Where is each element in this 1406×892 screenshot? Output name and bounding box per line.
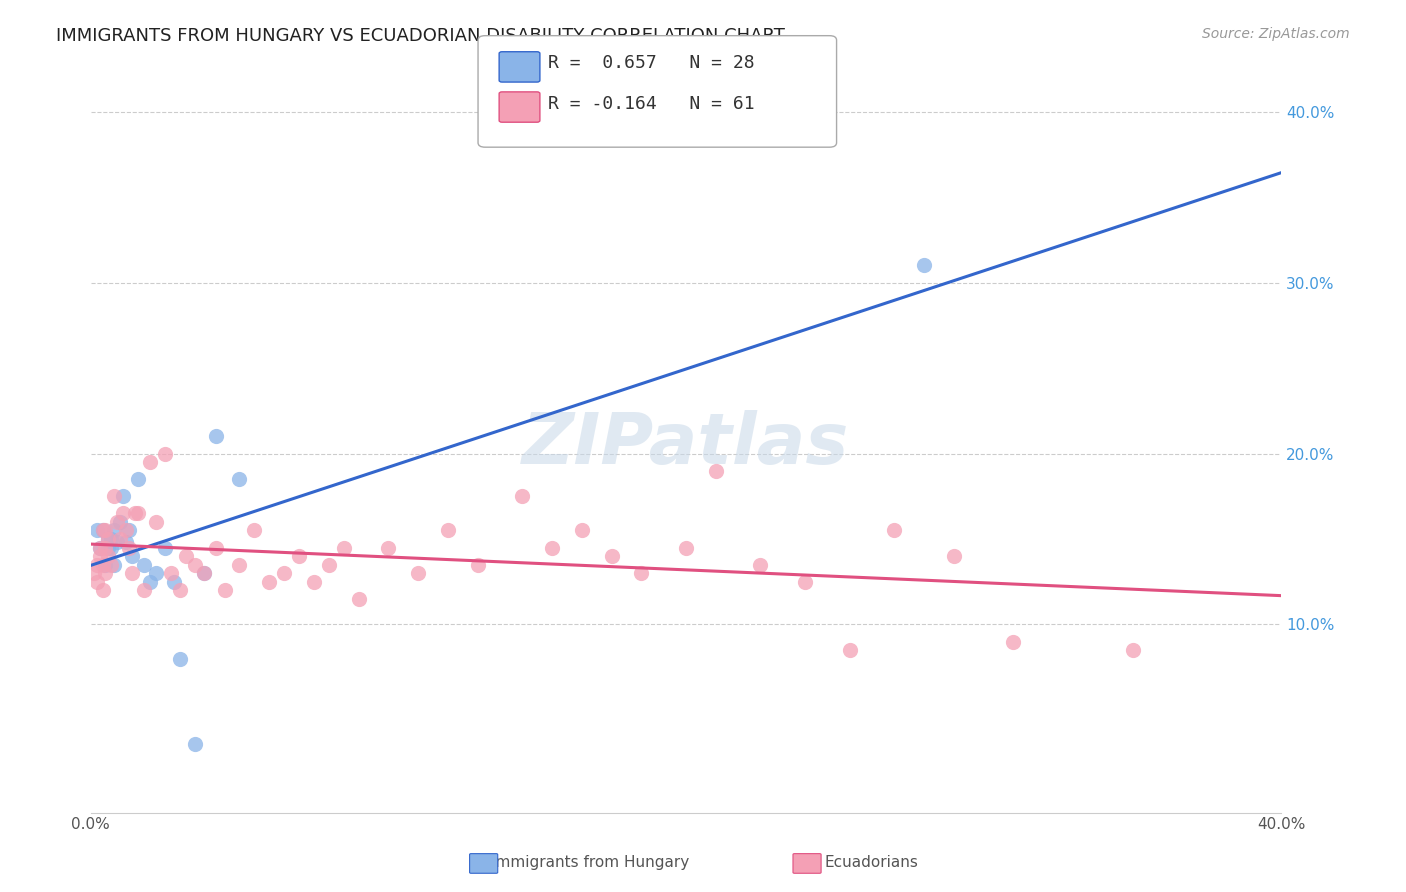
Point (912, 259, 935, 273)
Point (118, 524, 141, 538)
Point (134, 558, 156, 572)
Point (541, 541, 564, 555)
Point (193, 566, 215, 581)
Point (124, 507, 146, 521)
Point (214, 583, 236, 598)
Text: R = -0.164   N = 61: R = -0.164 N = 61 (548, 95, 755, 113)
Point (204, 541, 226, 555)
Point (204, 429, 226, 443)
Point (160, 566, 183, 581)
Point (163, 574, 186, 589)
Point (110, 532, 132, 546)
Point (257, 574, 280, 589)
Point (228, 472, 250, 486)
Point (318, 558, 340, 572)
Point (97, 549, 120, 563)
Point (94, 541, 117, 555)
Point (118, 541, 141, 555)
Point (600, 549, 623, 563)
Point (377, 541, 399, 555)
Point (467, 558, 489, 572)
Point (94, 566, 117, 581)
Point (97, 532, 120, 546)
Point (97, 541, 120, 555)
Point (193, 566, 215, 581)
Point (302, 574, 325, 589)
Point (571, 524, 593, 538)
Point (100, 532, 122, 546)
Text: IMMIGRANTS FROM HUNGARY VS ECUADORIAN DISABILITY CORRELATION CHART: IMMIGRANTS FROM HUNGARY VS ECUADORIAN DI… (56, 27, 785, 45)
Text: R =  0.657   N = 28: R = 0.657 N = 28 (548, 54, 755, 72)
Point (704, 464, 727, 478)
Point (145, 566, 167, 581)
Point (145, 515, 167, 529)
Point (97, 532, 120, 546)
Point (86, 558, 108, 572)
Point (942, 549, 965, 563)
Point (127, 507, 149, 521)
Point (115, 524, 138, 538)
Point (121, 549, 143, 563)
Point (169, 583, 191, 598)
Point (89, 541, 111, 555)
Point (406, 566, 429, 581)
Point (91, 524, 114, 538)
Point (184, 558, 207, 572)
Point (83, 566, 105, 581)
Point (675, 541, 697, 555)
Point (838, 643, 860, 657)
Point (112, 489, 135, 503)
Point (94, 558, 117, 572)
Point (169, 651, 191, 665)
Point (89, 541, 111, 555)
Point (288, 549, 311, 563)
Point (630, 566, 652, 581)
Point (91, 524, 114, 538)
Point (110, 515, 132, 529)
Point (89, 549, 111, 563)
Point (273, 566, 295, 581)
Point (332, 541, 354, 555)
Point (153, 446, 176, 460)
Point (103, 558, 125, 572)
Point (91, 558, 114, 572)
Text: Immigrants from Hungary: Immigrants from Hungary (491, 855, 690, 870)
Point (100, 558, 122, 572)
Point (1002, 634, 1025, 648)
Point (94, 524, 117, 538)
Point (139, 455, 162, 469)
Point (134, 583, 156, 598)
Point (86, 574, 108, 589)
Point (510, 489, 533, 503)
Point (115, 535, 138, 549)
Point (228, 558, 250, 572)
Point (347, 591, 370, 606)
Text: Source: ZipAtlas.com: Source: ZipAtlas.com (1202, 27, 1350, 41)
Point (153, 541, 176, 555)
Point (243, 524, 266, 538)
Point (121, 566, 143, 581)
Text: Ecuadorians: Ecuadorians (825, 855, 918, 870)
Point (107, 515, 129, 529)
Point (112, 507, 135, 521)
Point (91, 583, 114, 598)
Point (107, 535, 129, 549)
Point (174, 549, 197, 563)
Text: ZIPatlas: ZIPatlas (522, 410, 849, 480)
Point (1122, 643, 1144, 657)
Point (86, 524, 108, 538)
Point (437, 524, 460, 538)
Point (139, 574, 162, 589)
Point (749, 558, 772, 572)
Point (184, 737, 207, 751)
Point (883, 524, 905, 538)
Point (103, 524, 125, 538)
Point (100, 541, 122, 555)
Point (103, 489, 125, 503)
Point (794, 574, 817, 589)
Point (127, 472, 149, 486)
